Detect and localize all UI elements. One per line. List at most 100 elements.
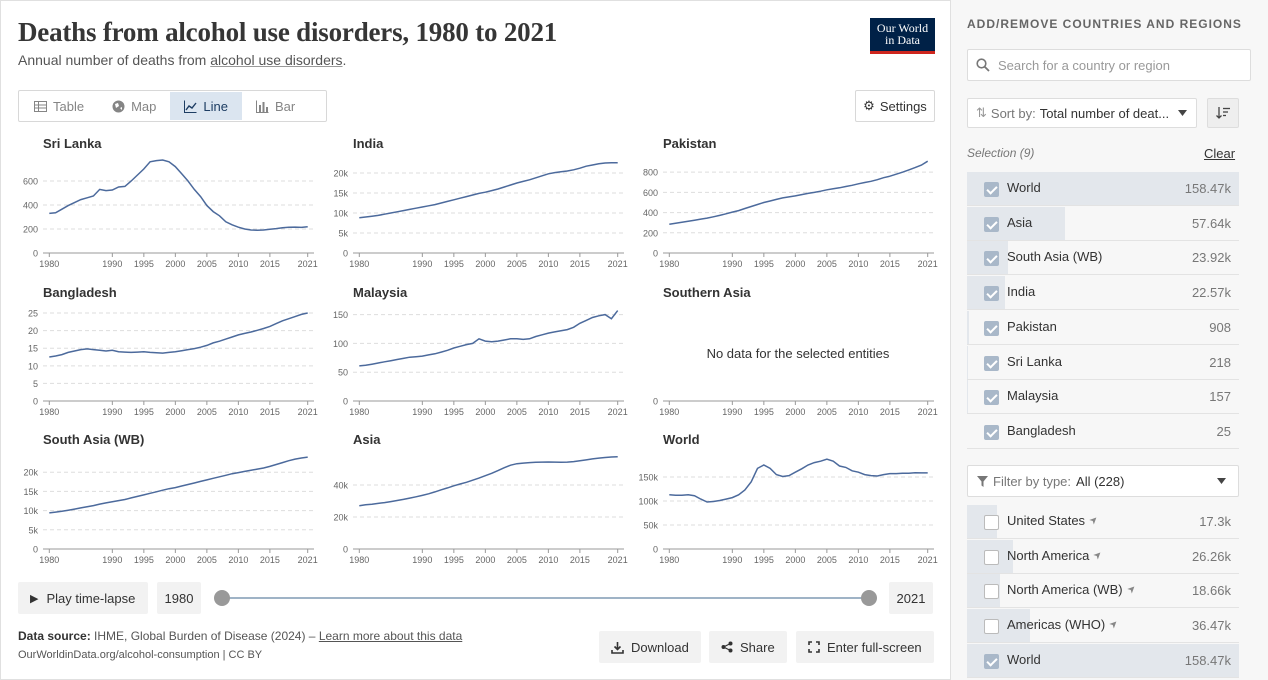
filter-dropdown[interactable]: Filter by type: All (228): [967, 465, 1239, 497]
series-line-bangladesh: [49, 312, 308, 358]
clear-selection-link[interactable]: Clear: [1204, 146, 1236, 161]
x-tick-label: 2000: [475, 555, 495, 565]
checkbox[interactable]: [984, 424, 999, 440]
checkbox[interactable]: [984, 286, 999, 302]
settings-button[interactable]: ⚙ Settings: [855, 90, 935, 122]
source-label: Data source:: [18, 629, 91, 643]
entity-row[interactable]: Bangladesh 25: [967, 415, 1239, 449]
selection-count: Selection (9): [967, 146, 1035, 160]
entity-name: Malaysia: [1007, 388, 1058, 403]
x-tick-label: 2021: [918, 407, 938, 417]
sort-descending-icon: [1216, 107, 1230, 119]
entity-label: World: [1007, 180, 1041, 195]
x-tick-label: 2010: [848, 259, 868, 269]
entity-row[interactable]: Asia 57.64k: [967, 206, 1239, 241]
tab-bar[interactable]: Bar: [242, 92, 309, 120]
entity-row[interactable]: World 158.47k: [967, 172, 1239, 206]
y-tick-label: 0: [33, 397, 38, 407]
entity-name: Americas (WHO) ➤: [1007, 617, 1122, 632]
y-tick-label: 0: [343, 545, 348, 555]
share-button[interactable]: Share: [709, 631, 787, 663]
globe-icon: [112, 100, 125, 112]
end-year[interactable]: 2021: [889, 582, 933, 614]
y-tick-label: 0: [343, 397, 348, 407]
x-tick-label: 1995: [444, 555, 464, 565]
entity-row[interactable]: Sri Lanka 218: [967, 345, 1239, 380]
checkbox[interactable]: [984, 653, 999, 669]
chart-panel: Deaths from alcohol use disorders, 1980 …: [0, 0, 951, 680]
line-chart-icon: [184, 100, 197, 113]
play-timelapse-button[interactable]: ▶ Play time-lapse: [18, 582, 148, 614]
entity-row[interactable]: World 158.47k: [967, 643, 1239, 678]
x-tick-label: 2010: [848, 555, 868, 565]
entity-name: India: [1007, 284, 1035, 299]
entity-row[interactable]: Malaysia 157: [967, 380, 1239, 415]
x-tick-label: 1990: [412, 259, 432, 269]
y-tick-label: 20: [28, 326, 38, 336]
timeline-track[interactable]: [222, 597, 869, 599]
checkbox[interactable]: [984, 216, 999, 232]
checkbox[interactable]: [984, 251, 999, 267]
x-tick-label: 2010: [228, 259, 248, 269]
x-tick-label: 2015: [570, 407, 590, 417]
entity-name: North America (WB) ➤: [1007, 582, 1139, 597]
learn-more-link[interactable]: Learn more about this data: [318, 629, 463, 643]
chart-subtitle: Annual number of deaths from alcohol use…: [18, 52, 346, 68]
fullscreen-button[interactable]: Enter full-screen: [796, 631, 934, 663]
checkbox[interactable]: [984, 515, 999, 530]
x-tick-label: 2010: [538, 407, 558, 417]
x-tick-label: 2000: [165, 259, 185, 269]
timeline-end-handle[interactable]: [861, 590, 877, 606]
subtitle-link[interactable]: alcohol use disorders: [210, 52, 343, 68]
subtitle-end: .: [342, 52, 347, 68]
checkbox[interactable]: [984, 182, 999, 197]
x-tick-label: 1990: [102, 407, 122, 417]
entity-row[interactable]: North America (WB) ➤ 18.66k: [967, 574, 1239, 609]
x-tick-label: 1980: [39, 259, 59, 269]
download-button[interactable]: Download: [599, 631, 701, 663]
series-line-world: [669, 458, 928, 503]
entity-row[interactable]: United States ➤ 17.3k: [967, 505, 1239, 539]
y-tick-label: 5: [33, 379, 38, 389]
sort-dropdown[interactable]: ⇅ Sort by: Total number of deat...: [967, 98, 1197, 128]
checkbox[interactable]: [984, 549, 999, 565]
y-tick-label: 400: [643, 208, 658, 218]
tab-line[interactable]: Line: [170, 92, 242, 120]
location-arrow-icon: ➤: [1107, 617, 1122, 632]
owid-logo[interactable]: Our World in Data: [870, 18, 935, 54]
entity-row[interactable]: North America ➤ 26.26k: [967, 539, 1239, 574]
filter-icon: [977, 475, 988, 487]
entity-row[interactable]: India 22.57k: [967, 276, 1239, 311]
y-tick-label: 0: [33, 545, 38, 555]
timeline-start-handle[interactable]: [214, 590, 230, 606]
checkbox[interactable]: [984, 320, 999, 336]
logo-line-2: in Data: [885, 33, 920, 47]
checkbox[interactable]: [984, 584, 999, 600]
entity-row[interactable]: Americas (WHO) ➤ 36.47k: [967, 609, 1239, 644]
y-tick-label: 150: [333, 310, 348, 320]
x-tick-label: 2021: [608, 259, 628, 269]
checkbox[interactable]: [984, 619, 999, 635]
checkbox[interactable]: [984, 355, 999, 371]
entity-row[interactable]: Pakistan 908: [967, 310, 1239, 345]
source-url[interactable]: OurWorldinData.org/alcohol-consumption |…: [18, 649, 263, 661]
tab-map[interactable]: Map: [98, 92, 170, 120]
entity-row[interactable]: South Asia (WB) 23.92k: [967, 241, 1239, 276]
x-tick-label: 2005: [507, 407, 527, 417]
bar-chart-icon: [255, 100, 269, 113]
chevron-down-icon: [1217, 478, 1226, 484]
x-tick-label: 1995: [754, 555, 774, 565]
search-input[interactable]: [998, 57, 1238, 73]
y-tick-label: 25: [28, 309, 38, 319]
entity-label: India: [1007, 284, 1036, 300]
x-tick-label: 1980: [659, 407, 679, 417]
start-year[interactable]: 1980: [157, 582, 201, 614]
x-tick-label: 1990: [102, 555, 122, 565]
checkbox[interactable]: [984, 390, 999, 406]
x-tick-label: 2021: [298, 407, 318, 417]
entity-value: 57.64k: [1191, 215, 1231, 231]
tab-table[interactable]: Table: [20, 92, 98, 120]
entity-value: 26.26k: [1191, 548, 1231, 564]
entity-name: North America ➤: [1007, 548, 1105, 563]
sort-direction-button[interactable]: [1207, 98, 1239, 128]
